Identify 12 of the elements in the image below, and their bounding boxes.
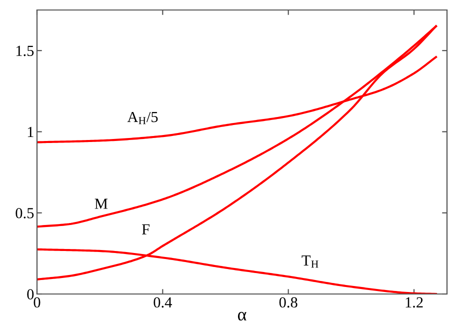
- x-axis-title: α: [238, 312, 246, 321]
- x-tick-label: 0.8: [279, 297, 298, 308]
- y-tick-label: 0: [27, 289, 34, 300]
- series-label: A$_{H}$/5: [127, 112, 158, 124]
- series-label: F: [142, 224, 150, 234]
- series-label: T$_{H}$: [302, 256, 318, 268]
- y-tick-label: 1: [28, 126, 34, 138]
- y-tick-label: 1.5: [16, 46, 34, 56]
- series-label: M: [94, 198, 108, 209]
- x-tick-label: 0.4: [154, 297, 172, 308]
- y-tick-label: 0.5: [16, 208, 34, 218]
- x-tick-label: 1.2: [406, 297, 423, 308]
